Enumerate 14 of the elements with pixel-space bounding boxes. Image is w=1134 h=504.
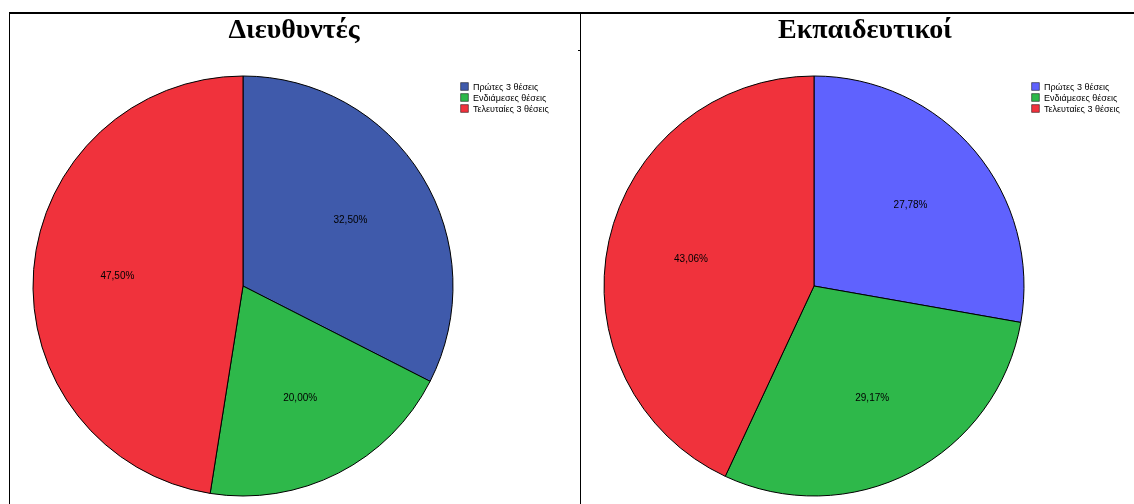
data-label: 27,78% bbox=[893, 199, 928, 211]
data-label: 43,06% bbox=[674, 252, 709, 264]
legend-label: Πρώτες 3 θέσεις bbox=[1044, 81, 1111, 92]
legend-label: Ενδιάμεσες θέσεις bbox=[1044, 92, 1118, 103]
legend-label: Τελευταίες 3 θέσεις bbox=[473, 103, 550, 114]
legend-label: Τελευταίες 3 θέσεις bbox=[1044, 103, 1121, 114]
data-label: 20,00% bbox=[283, 392, 318, 404]
legend-label: Ενδιάμεσες θέσεις bbox=[473, 92, 547, 103]
data-label: 29,17% bbox=[855, 391, 890, 403]
chart-title: Διευθυντές bbox=[228, 13, 361, 44]
legend-label: Πρώτες 3 θέσεις bbox=[473, 81, 540, 92]
data-label: 32,50% bbox=[333, 214, 368, 226]
data-label: 47,50% bbox=[100, 270, 135, 282]
chart-title: Εκπαιδευτικοί bbox=[778, 13, 953, 44]
